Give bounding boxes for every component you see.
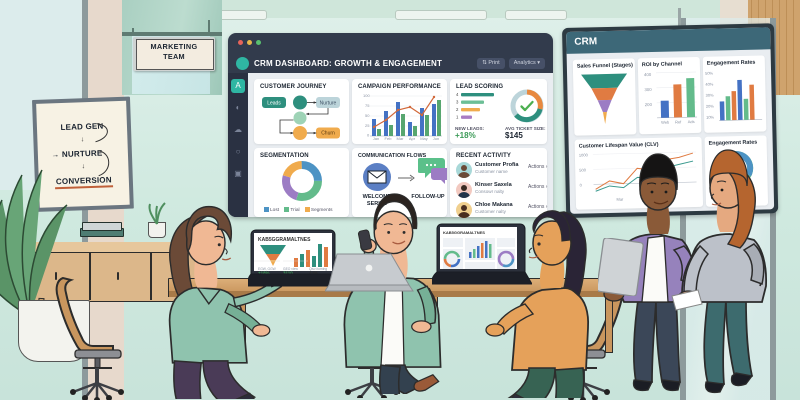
svg-text:3: 3	[456, 100, 459, 105]
svg-text:Churn: Churn	[321, 131, 335, 137]
svg-text:500: 500	[579, 167, 587, 172]
svg-text:4: 4	[456, 92, 459, 97]
svg-text:Jan: Jan	[373, 136, 379, 141]
svg-text:1: 1	[456, 115, 459, 120]
svg-text:10%: 10%	[706, 115, 715, 120]
svg-text:Nurture: Nurture	[320, 101, 337, 107]
svg-text:75: 75	[365, 103, 370, 108]
svg-text:May: May	[420, 136, 428, 141]
svg-text:Leads: Leads	[267, 101, 281, 107]
svg-text:25: 25	[365, 123, 370, 128]
svg-text:50: 50	[365, 113, 370, 118]
svg-text:50%: 50%	[705, 71, 714, 76]
svg-text:Apr: Apr	[409, 136, 416, 141]
svg-text:KAB5GGRAMALTNES: KAB5GGRAMALTNES	[443, 230, 485, 235]
svg-text:2: 2	[456, 107, 459, 112]
svg-text:30%: 30%	[706, 93, 715, 98]
svg-text:200: 200	[645, 102, 653, 107]
svg-text:40%: 40%	[705, 82, 714, 87]
svg-text:Jun: Jun	[433, 136, 439, 141]
svg-text:Ads: Ads	[688, 119, 695, 124]
svg-text:300: 300	[644, 87, 652, 92]
svg-text:Web: Web	[661, 120, 670, 125]
svg-text:100: 100	[363, 93, 370, 98]
svg-text:0: 0	[580, 183, 583, 188]
svg-text:Mar: Mar	[397, 136, 405, 141]
svg-text:0: 0	[367, 133, 370, 138]
svg-text:1000: 1000	[579, 152, 589, 157]
svg-text:400: 400	[644, 72, 652, 77]
svg-text:Ref: Ref	[675, 119, 682, 124]
svg-text:Feb: Feb	[385, 136, 393, 141]
svg-text:KAB5GGRAMALTNES: KAB5GGRAMALTNES	[258, 237, 311, 243]
svg-text:20%: 20%	[706, 104, 715, 109]
